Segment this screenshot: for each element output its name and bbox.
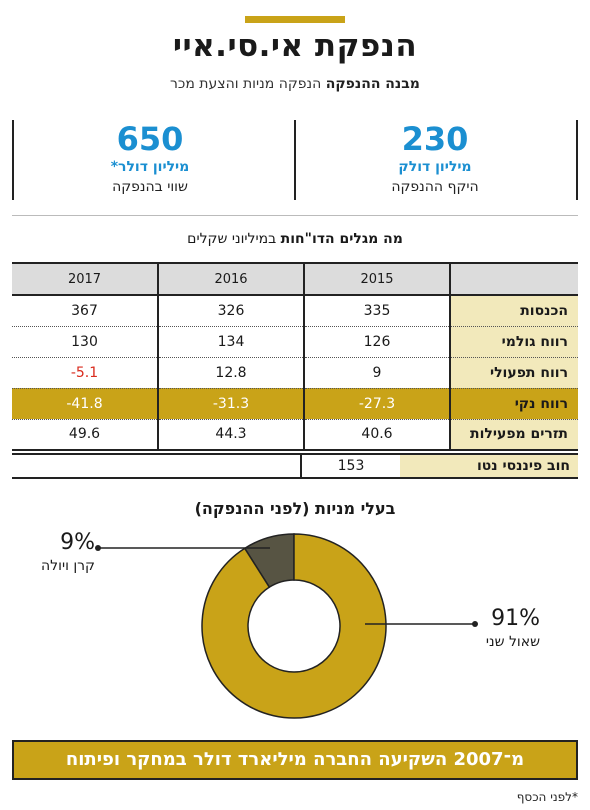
row-label: תזרים מפעילות: [449, 419, 578, 451]
year-header: 2015: [303, 262, 450, 296]
subtitle: מבנה ההנפקה הנפקה מניות והצעת מכר: [0, 76, 590, 92]
slice-name: קרן ויולה: [41, 558, 95, 574]
row-label: רווח נקי: [449, 388, 578, 420]
table-cell: 335: [303, 295, 450, 327]
page-title: הנפקת אי.סי.איי: [172, 28, 418, 64]
stat-unit: מיליון דולר*: [110, 159, 190, 175]
row-label: רווח תפעולי: [449, 357, 578, 389]
leader-dot-viola: [95, 545, 101, 551]
stat-desc: שווי בהנפקה: [112, 179, 188, 195]
table-cell: 44.3: [157, 419, 304, 451]
table-cell: 134: [157, 326, 304, 358]
table-corner: [449, 262, 578, 296]
year-header: 2017: [12, 262, 158, 296]
stat-valuation: 650 מיליון דולר* שווי בהנפקה: [40, 122, 260, 195]
table-row: רווח גולמי 126 134 130: [12, 326, 578, 358]
subtitle-rest: הנפקה מניות והצעת מכר: [170, 76, 322, 92]
stat-offering-size: 230 מיליון דולק היקף ההנפקה: [325, 122, 545, 195]
subtitle-bold: מבנה ההנפקה: [325, 76, 420, 92]
divider-left: [12, 120, 14, 200]
table-cell: -31.3: [157, 388, 304, 420]
stat-number: 230: [401, 120, 469, 158]
table-cell: 9: [303, 357, 450, 389]
stat-unit: מיליון דולק: [398, 159, 472, 175]
table-cell: 367: [12, 295, 158, 327]
slice-name: שאול שני: [485, 634, 540, 650]
financials-table: 2015 2016 2017 הכנסות 335 326 367 רווח ג…: [12, 262, 578, 451]
table-cell-negative: -5.1: [12, 357, 158, 389]
table-cell: 12.8: [157, 357, 304, 389]
slice-pct: 9%: [60, 530, 95, 555]
debt-row-spacer: [12, 453, 300, 479]
donut-group: [201, 533, 387, 719]
table-row: הכנסות 335 326 367: [12, 295, 578, 327]
table-cell: -27.3: [303, 388, 450, 420]
section-separator: [12, 215, 578, 216]
table-title-rest: במיליוני שקלים: [187, 231, 277, 247]
table-cell: 130: [12, 326, 158, 358]
debt-value: 153: [300, 453, 400, 479]
donut-slice-shani: [201, 533, 387, 719]
table-cell: 40.6: [303, 419, 450, 451]
divider-right: [576, 120, 578, 200]
table-row: תזרים מפעילות 40.6 44.3 49.6: [12, 419, 578, 451]
row-label: רווח גולמי: [449, 326, 578, 358]
footnote: *לפני הכסף: [516, 790, 578, 804]
slice-label-viola: 9% קרן ויולה: [30, 530, 95, 574]
slice-label-shani: 91% שאול שני: [470, 606, 540, 650]
table-cell: 49.6: [12, 419, 158, 451]
stat-desc: היקף ההנפקה: [391, 179, 479, 195]
rnd-banner: מ־2007 השקיעה החברה מיליארד דולר במחקר ו…: [12, 740, 578, 780]
pie-title: בעלי מניות (לפני ההנפקה): [194, 499, 396, 518]
year-header: 2016: [157, 262, 304, 296]
slice-pct: 91%: [491, 606, 540, 631]
table-cell: -41.8: [12, 388, 158, 420]
table-cell: 126: [303, 326, 450, 358]
table-header-row: 2015 2016 2017: [12, 262, 578, 296]
row-label: הכנסות: [449, 295, 578, 327]
table-cell: 326: [157, 295, 304, 327]
table-row: רווח תפעולי 9 12.8 -5.1: [12, 357, 578, 389]
divider-middle: [294, 120, 296, 200]
debt-label: חוב פיננסי נטו: [400, 453, 578, 479]
leader-dot-shani: [472, 621, 478, 627]
title-accent-bar: [245, 16, 345, 23]
table-title-bold: מה מגלים הדו"חות: [280, 231, 403, 247]
table-row-highlight: רווח נקי -27.3 -31.3 -41.8: [12, 388, 578, 420]
stat-number: 650: [116, 120, 184, 158]
table-title: מה מגלים הדו"חות במיליוני שקלים: [0, 231, 590, 247]
